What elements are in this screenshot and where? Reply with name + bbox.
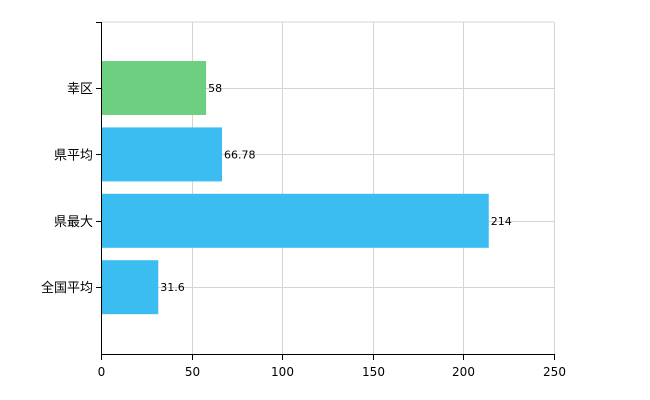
data-label: 66.78: [224, 148, 256, 161]
x-tick-label: 250: [543, 365, 566, 379]
bar: [102, 127, 223, 182]
bar: [102, 193, 489, 248]
data-label: 214: [491, 215, 512, 228]
data-label: 31.6: [160, 281, 185, 294]
bar: [102, 260, 159, 315]
x-tick-label: 0: [98, 365, 106, 379]
axes: [96, 22, 555, 360]
x-tick-label: 200: [452, 365, 475, 379]
category-label: 全国平均: [41, 280, 93, 296]
data-label: 58: [208, 82, 222, 95]
category-label: 県平均: [54, 148, 93, 163]
bar: [102, 61, 207, 115]
category-label: 県最大: [54, 215, 93, 230]
x-tick-label: 150: [362, 365, 385, 379]
x-tick-label: 50: [185, 365, 200, 379]
bars: [102, 61, 489, 315]
x-tick-label: 100: [271, 365, 294, 379]
labels: 58 66.78 214 31.6 0 50 100 150 200 250 幸区県平均県最大全国平…: [41, 82, 566, 379]
category-label: 幸区: [67, 82, 93, 97]
